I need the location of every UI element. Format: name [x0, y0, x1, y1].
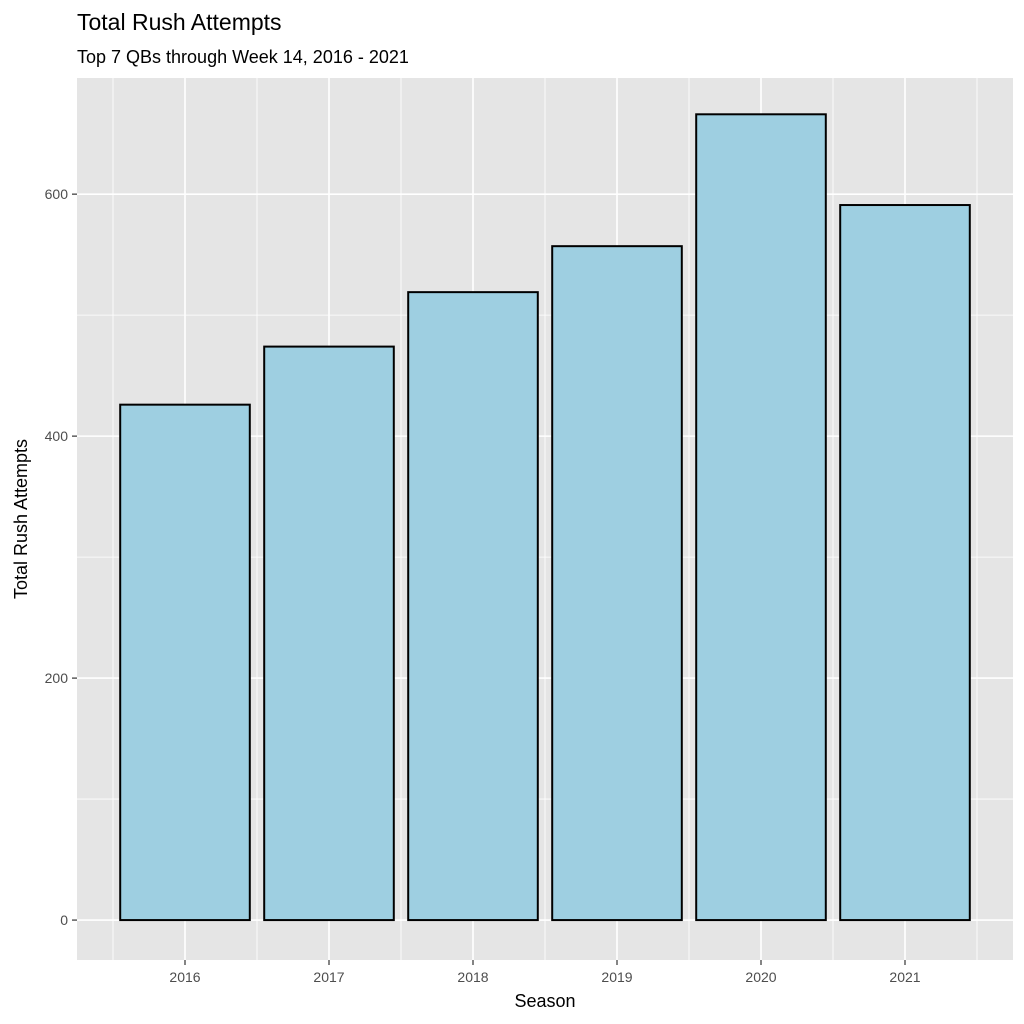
x-axis-title: Season: [514, 991, 575, 1011]
x-tick-label: 2020: [745, 969, 776, 985]
y-axis: 0 200 400 600: [45, 186, 77, 928]
chart-subtitle: Top 7 QBs through Week 14, 2016 - 2021: [77, 47, 409, 67]
x-tick-label: 2017: [313, 969, 344, 985]
bar-2021: [839, 204, 971, 922]
x-axis: 2016 2017 2018 2019 2020 2021: [169, 960, 921, 985]
x-tick-label: 2021: [889, 969, 920, 985]
x-tick-label: 2018: [457, 969, 488, 985]
x-tick-label: 2016: [169, 969, 200, 985]
y-tick-label: 600: [45, 186, 69, 202]
y-tick-label: 200: [45, 670, 69, 686]
bar-2020: [695, 113, 827, 922]
y-axis-title: Total Rush Attempts: [11, 439, 31, 599]
bar-2019: [551, 245, 683, 922]
bar-2016: [119, 403, 251, 922]
chart-title: Total Rush Attempts: [77, 9, 282, 35]
y-tick-label: 400: [45, 428, 69, 444]
bars: [119, 113, 971, 922]
minor-gridlines: [77, 78, 1013, 960]
bar-2017: [263, 345, 395, 922]
y-tick-label: 0: [60, 912, 68, 928]
bar-2018: [407, 291, 539, 922]
x-tick-label: 2019: [601, 969, 632, 985]
